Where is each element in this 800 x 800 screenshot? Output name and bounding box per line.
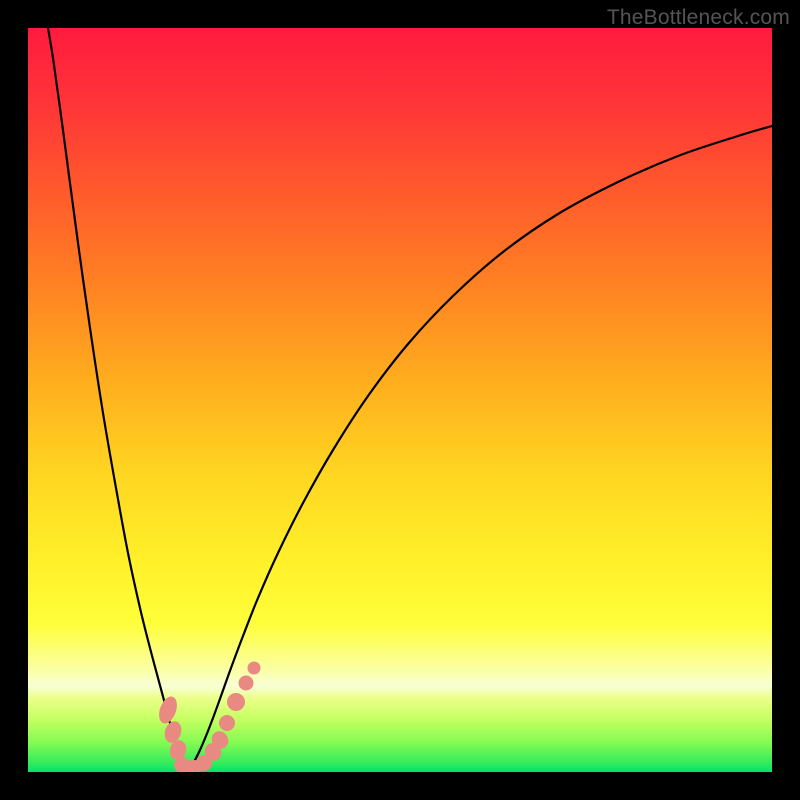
- marker-right_cluster-0: [219, 715, 235, 731]
- outer-frame: TheBottleneck.com: [0, 0, 800, 800]
- curve-right_branch: [186, 126, 772, 772]
- plot-area: [28, 28, 772, 772]
- marker-left_cluster-0: [156, 694, 181, 726]
- marker-right_cluster-1: [227, 693, 245, 711]
- curve-left_branch: [48, 28, 186, 772]
- marker-right_cluster-2: [239, 676, 254, 691]
- curve-layer: [28, 28, 772, 772]
- watermark-text: TheBottleneck.com: [607, 6, 790, 30]
- marker-right_cluster-3: [248, 662, 261, 675]
